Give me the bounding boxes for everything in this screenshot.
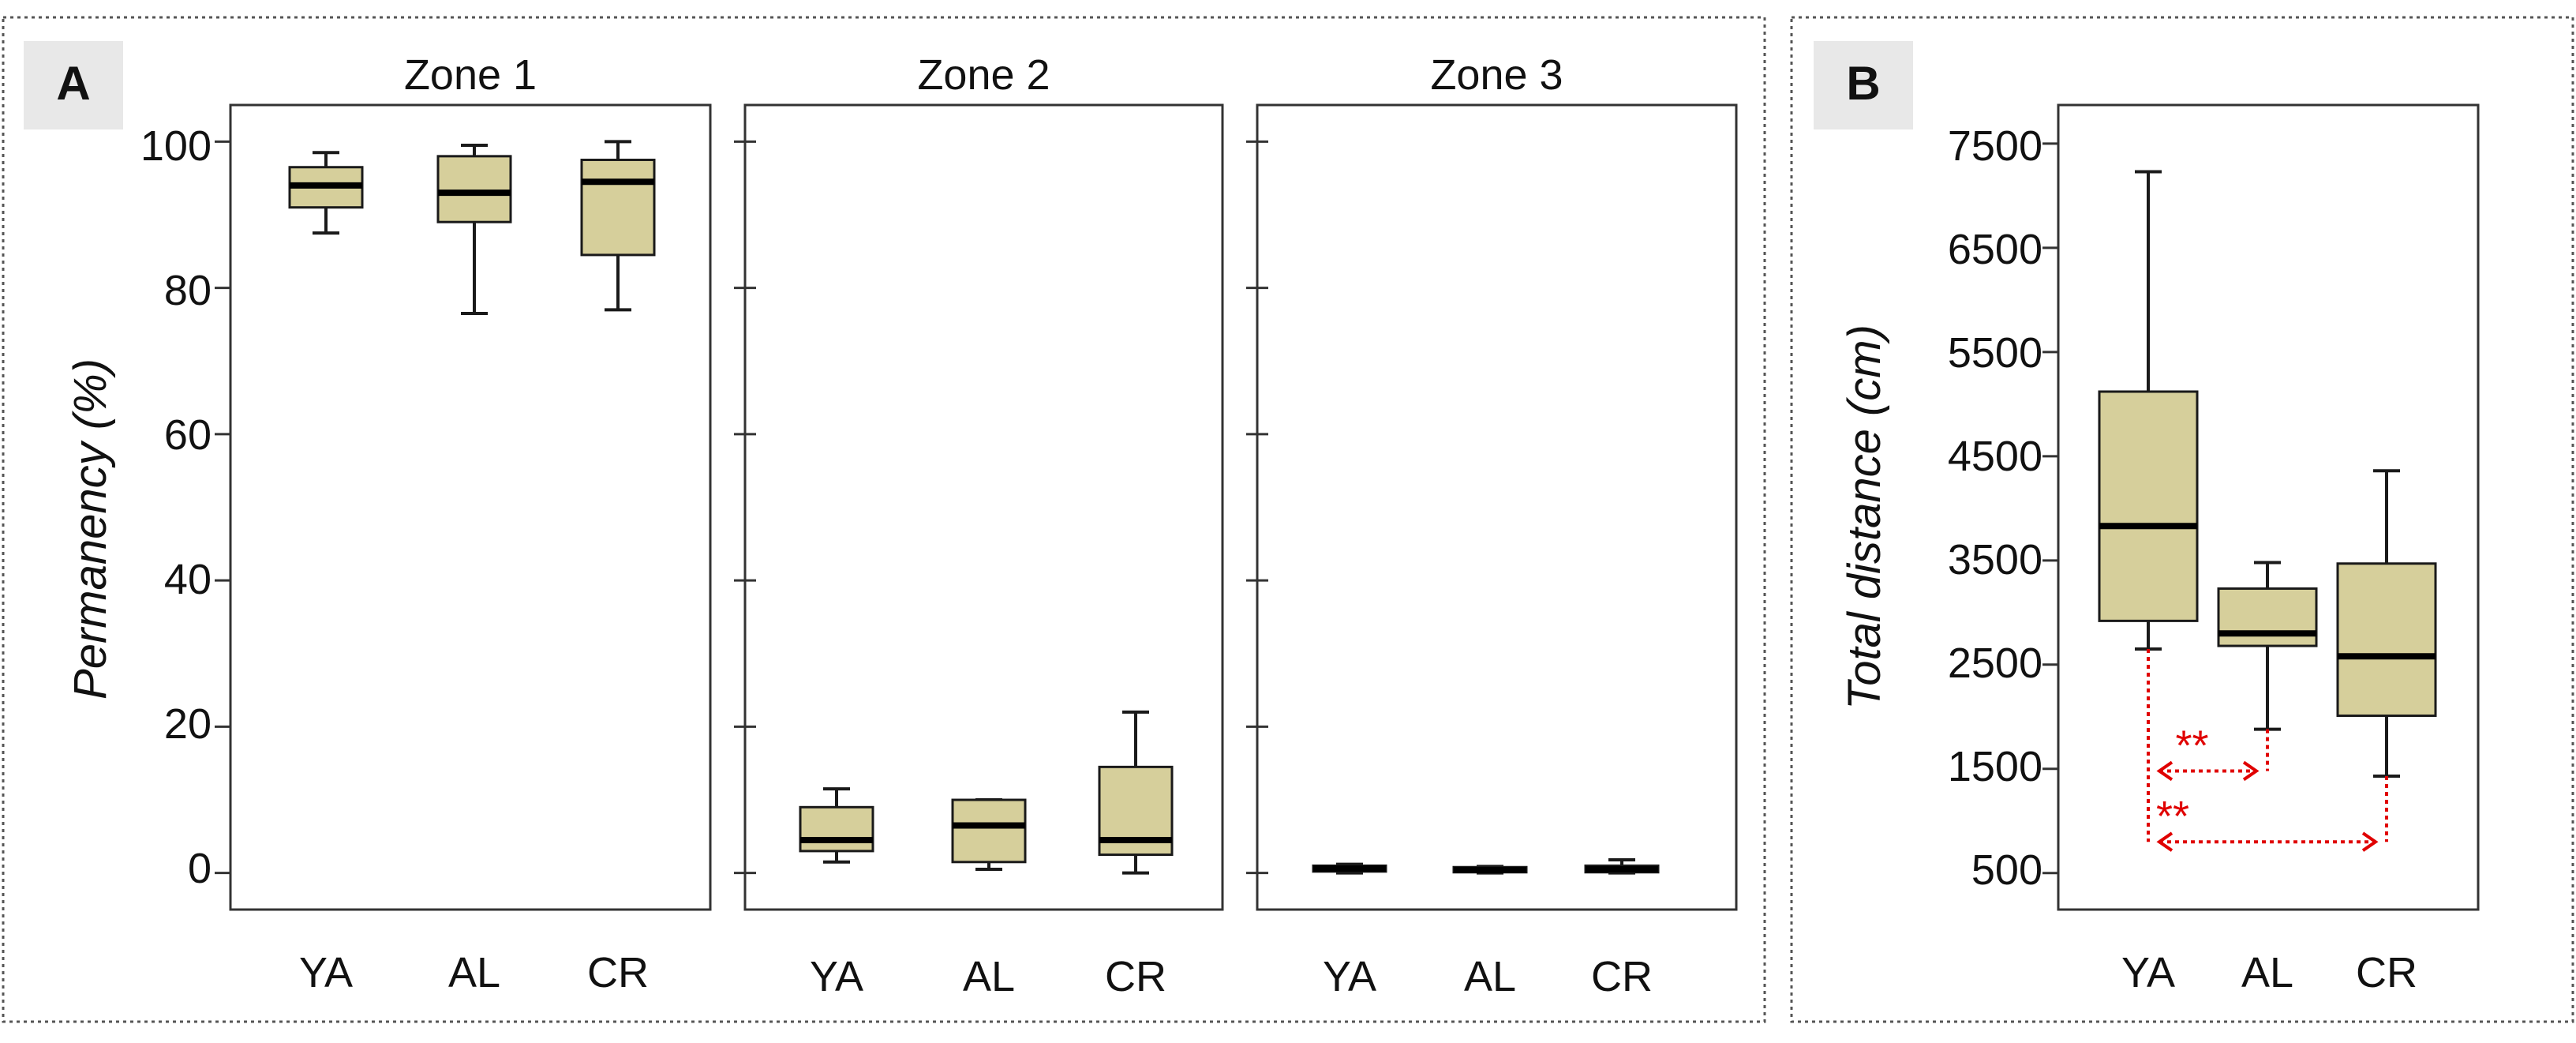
panel-a-ytick-label: 0 xyxy=(188,845,212,892)
panel-a-label: A xyxy=(56,57,90,110)
box-al xyxy=(436,155,512,223)
sig-arrowhead xyxy=(2156,760,2174,782)
panel-b-ytick-label: 7500 xyxy=(1948,122,2042,170)
sig-label: ** xyxy=(2156,793,2189,840)
box-ya xyxy=(2098,390,2199,622)
xtick-label: YA xyxy=(1323,953,1376,1000)
panel-b-ytick-label: 500 xyxy=(1971,846,2042,894)
panel-a-ytick-label: 80 xyxy=(164,267,212,314)
panel-b-label-bg xyxy=(1814,41,1913,129)
xtick-label: CR xyxy=(2356,949,2417,996)
panel-b-ytick-label: 2500 xyxy=(1948,640,2042,687)
xtick-label: CR xyxy=(1105,953,1166,1000)
sig-label: ** xyxy=(2175,722,2208,769)
charts-layer: Zone 1 YA AL CR Zone 2 YA AL CR Zone 3 YA AL CR YA AL… xyxy=(215,51,2480,1000)
panel-a-frame xyxy=(2,16,1766,1023)
panel-a-ytick-label: 20 xyxy=(164,700,212,748)
xtick-label: AL xyxy=(2241,949,2293,996)
panel-a-ytick-label: 60 xyxy=(164,411,212,459)
chart-title: Zone 2 xyxy=(917,51,1050,99)
panel-a-label-bg xyxy=(24,41,123,129)
panel-a-ytick-labels: 0 20 40 60 80 100 xyxy=(140,122,212,892)
sig-arrowhead xyxy=(2242,760,2260,782)
xtick-label: YA xyxy=(299,949,353,996)
xtick-label: AL xyxy=(1464,953,1516,1000)
xtick-label: YA xyxy=(2121,949,2175,996)
xtick-label: CR xyxy=(587,949,649,996)
sig-arrowhead xyxy=(2361,831,2379,852)
panel-b-label: B xyxy=(1846,57,1880,110)
panel-b-ytick-label: 6500 xyxy=(1948,226,2042,273)
panel-b-ytick-label: 3500 xyxy=(1948,536,2042,583)
plot-frame xyxy=(1256,103,1738,911)
box-ya xyxy=(799,805,874,853)
panel-b-ylabel: Total distance (cm) xyxy=(1839,325,1890,710)
panel-a-ylabel: Permanency (%) xyxy=(65,358,116,700)
panel-a-ytick-label: 100 xyxy=(140,122,212,170)
panel-b-frame xyxy=(1790,16,2574,1023)
xtick-label: AL xyxy=(448,949,500,996)
panel-b-ytick-label: 5500 xyxy=(1948,329,2042,377)
panel-b-ytick-labels: 500 1500 2500 3500 4500 5500 6500 7500 xyxy=(1948,122,2042,894)
plot-frame xyxy=(743,103,1224,911)
plot-frame xyxy=(229,103,712,911)
panel-b-ytick-label: 1500 xyxy=(1948,743,2042,790)
box-al xyxy=(951,798,1027,864)
plot-frame xyxy=(2057,103,2480,911)
chart-title: Zone 1 xyxy=(404,51,537,99)
xtick-label: AL xyxy=(963,953,1015,1000)
box-cr xyxy=(2336,562,2437,717)
box-cr xyxy=(580,158,656,257)
xtick-label: YA xyxy=(810,953,863,1000)
panel-b-ytick-label: 4500 xyxy=(1948,433,2042,480)
chart-title: Zone 3 xyxy=(1430,51,1563,99)
panel-a-ytick-label: 40 xyxy=(164,556,212,603)
xtick-label: CR xyxy=(1591,953,1653,1000)
sig-arrowhead xyxy=(2156,831,2174,852)
box-al xyxy=(2217,587,2318,647)
